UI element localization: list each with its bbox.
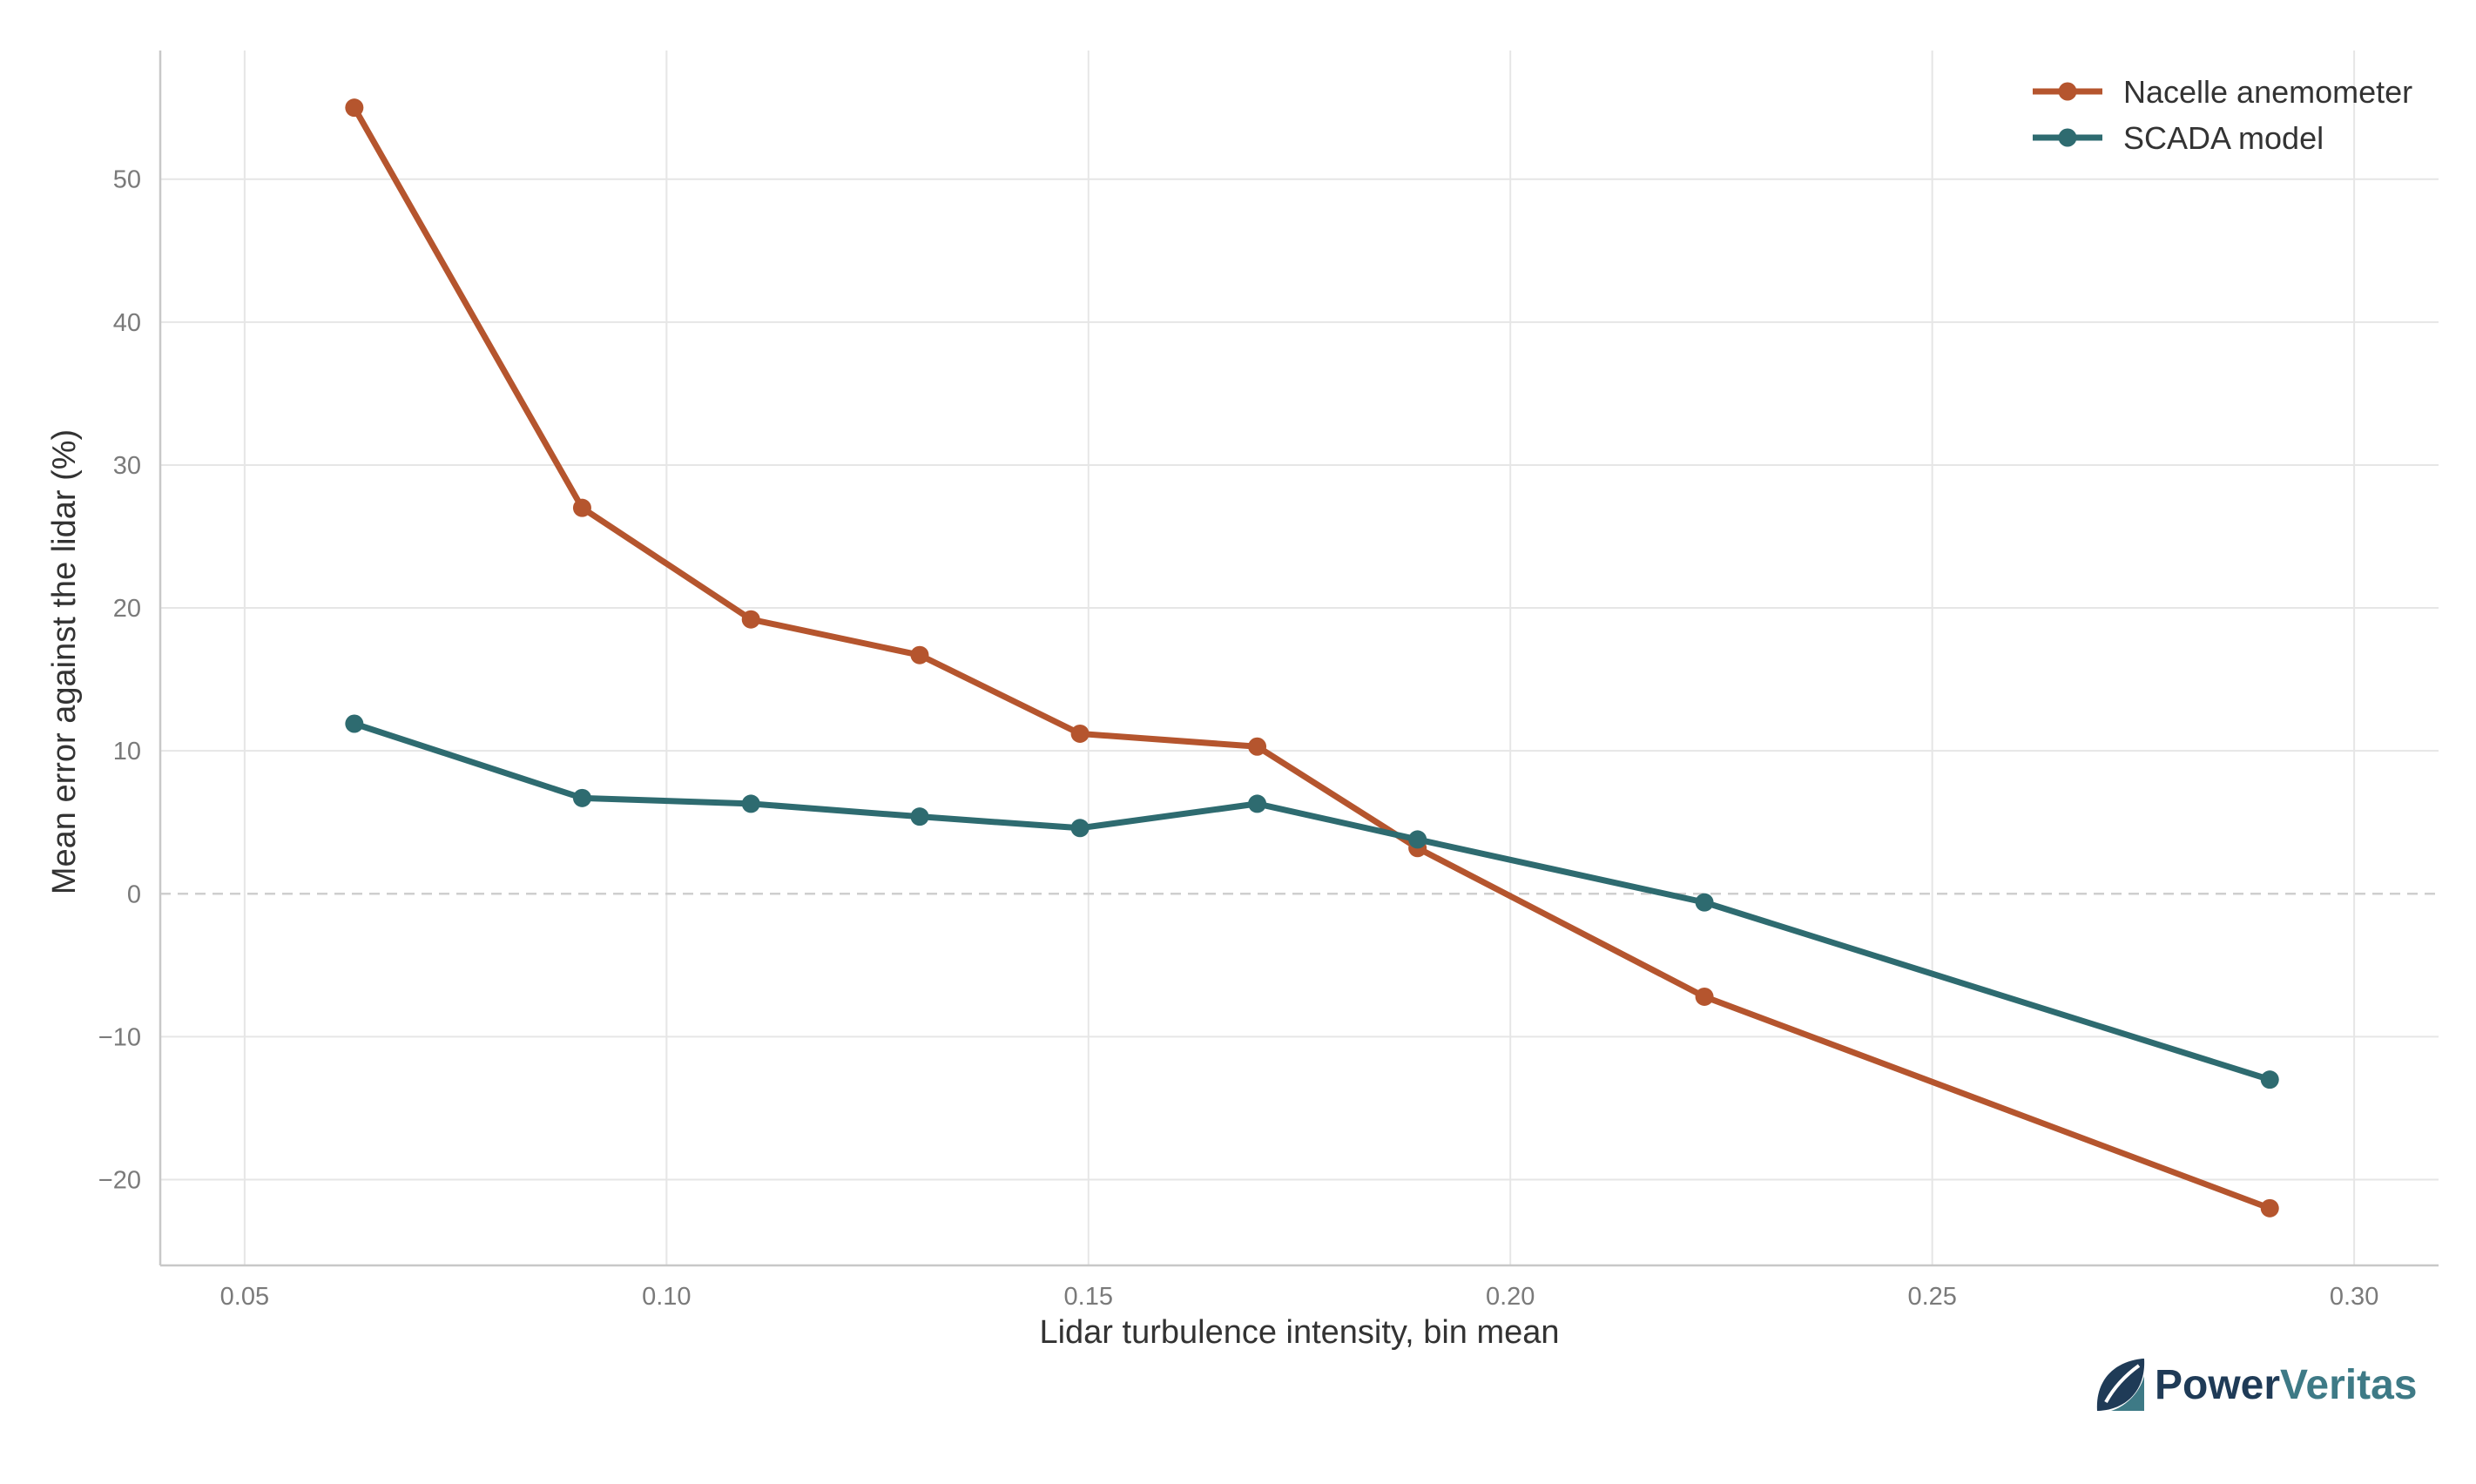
tick-labels: 0.05 0.10 0.15 0.20 0.25 0.30 −20 −10 0 10 20 30 40 5… — [98, 166, 2379, 1311]
data-point-scada-model — [741, 794, 760, 813]
data-point-scada-model — [345, 714, 364, 733]
y-tick-label: 0 — [127, 880, 141, 908]
x-tick-label: 0.15 — [1064, 1283, 1113, 1311]
data-point-scada-model — [1695, 893, 1714, 912]
y-tick-label: 40 — [113, 309, 141, 337]
x-tick-label: 0.25 — [1907, 1283, 1956, 1311]
y-tick-label: −10 — [98, 1023, 141, 1051]
x-axis-title: Lidar turbulence intensity, bin mean — [1039, 1314, 1559, 1351]
data-point-scada-model — [1408, 830, 1427, 849]
y-tick-label: 30 — [113, 452, 141, 480]
data-point-nacelle-anemometer — [345, 98, 364, 118]
data-point-scada-model — [910, 807, 929, 826]
data-point-scada-model — [1248, 794, 1267, 813]
series-line-nacelle-anemometer — [351, 105, 2273, 1211]
grid-layer — [160, 51, 2439, 1265]
x-tick-label: 0.20 — [1486, 1283, 1535, 1311]
data-point-nacelle-anemometer — [572, 498, 591, 517]
data-point-nacelle-anemometer — [741, 610, 760, 629]
data-point-nacelle-anemometer — [1070, 724, 1090, 743]
legend-label: SCADA model — [2123, 120, 2324, 156]
legend-item-scada-model: SCADA model — [2033, 120, 2324, 156]
y-axis-title: Mean error against the lidar (%) — [46, 429, 83, 894]
series-line-scada-model — [351, 720, 2273, 1083]
x-tick-label: 0.10 — [642, 1283, 691, 1311]
data-point-nacelle-anemometer — [1695, 987, 1714, 1006]
data-point-nacelle-anemometer — [2260, 1198, 2279, 1218]
legend-swatch-marker — [2058, 128, 2077, 147]
leaf-mark-icon — [2096, 1359, 2145, 1411]
legend-item-nacelle-anemometer: Nacelle anemometer — [2033, 74, 2412, 110]
x-tick-label: 0.05 — [220, 1283, 269, 1311]
y-tick-label: −20 — [98, 1167, 141, 1195]
data-point-nacelle-anemometer — [1248, 737, 1267, 756]
y-tick-label: 50 — [113, 166, 141, 194]
legend-label: Nacelle anemometer — [2123, 74, 2412, 110]
data-point-scada-model — [1070, 819, 1090, 838]
axes-layer — [159, 51, 2439, 1267]
data-point-scada-model — [572, 788, 591, 807]
data-point-scada-model — [2260, 1070, 2279, 1089]
legend: Nacelle anemometer SCADA model — [2033, 74, 2412, 156]
legend-swatch-marker — [2058, 82, 2077, 101]
brand-logo: PowerVeritas — [2096, 1359, 2418, 1411]
brand-name-power: Power — [2155, 1362, 2280, 1408]
y-tick-label: 10 — [113, 738, 141, 766]
y-tick-label: 20 — [113, 595, 141, 623]
series-nacelle-anemometer — [345, 98, 2279, 1218]
brand-name-veritas: Veritas — [2280, 1362, 2417, 1408]
x-tick-label: 0.30 — [2330, 1283, 2378, 1311]
series-layer — [345, 98, 2279, 1218]
series-scada-model — [345, 714, 2279, 1089]
data-point-nacelle-anemometer — [910, 645, 929, 664]
brand-name: PowerVeritas — [2155, 1362, 2418, 1408]
